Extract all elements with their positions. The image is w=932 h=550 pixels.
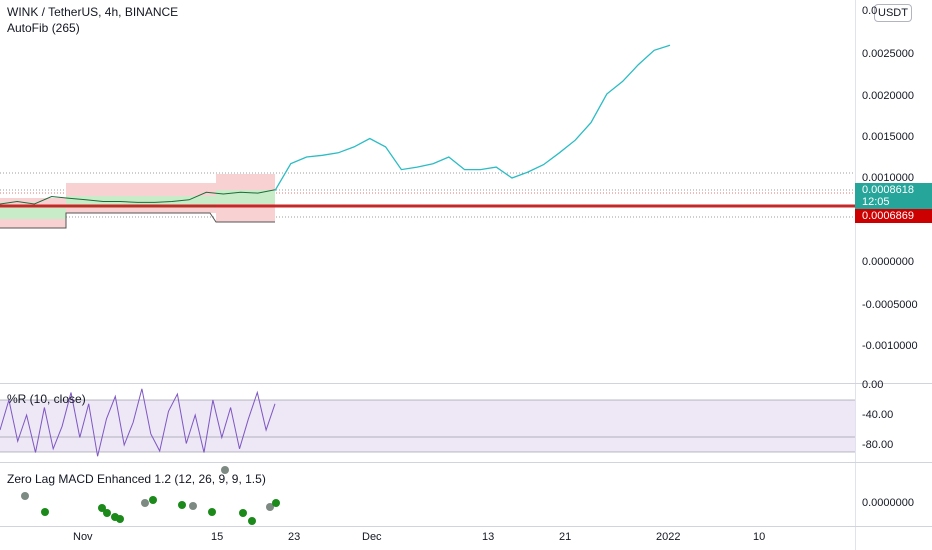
wr-pane-title[interactable]: %R (10, close) — [7, 392, 86, 406]
macd-dot — [239, 509, 247, 517]
time-axis-label: Dec — [362, 531, 382, 543]
macd-dot — [248, 517, 256, 525]
time-axis-label: Nov — [73, 531, 93, 543]
time-axis-border — [0, 526, 932, 527]
time-axis-label: 13 — [482, 531, 495, 543]
macd-dot — [272, 499, 280, 507]
macd-dot — [266, 503, 274, 511]
pane-separator[interactable] — [0, 462, 932, 463]
band-lower-edge — [0, 212, 275, 229]
macd-dot — [208, 508, 216, 516]
wr-axis-label: 0.00 — [862, 379, 884, 391]
symbol-title: WINK / TetherUS, 4h, BINANCE — [7, 5, 179, 19]
currency-button[interactable]: USDT — [874, 4, 912, 22]
wr-axis-label: -40.00 — [862, 409, 894, 421]
wr-line — [0, 388, 276, 457]
price-axis-label: 0.0025000 — [862, 48, 914, 60]
time-axis-label: 10 — [753, 531, 766, 543]
price-axis-label: 0.0 — [862, 5, 878, 17]
price-axis-label: -0.0010000 — [862, 340, 918, 352]
wr-axis-label: -80.00 — [862, 439, 894, 451]
band-green — [0, 207, 66, 219]
price-axis-label: 0.0015000 — [862, 131, 914, 143]
macd-dot — [116, 515, 124, 523]
macd-dot — [149, 496, 157, 504]
price-axis-label: 0.0000000 — [862, 256, 914, 268]
bar-countdown: 12:05 — [862, 196, 890, 208]
macd-dot — [221, 466, 229, 474]
macd-dot — [21, 492, 29, 500]
pane-separator[interactable] — [0, 383, 932, 384]
price-axis-label: 0.0020000 — [862, 90, 914, 102]
price-axis-border — [855, 0, 856, 550]
current-price-badge: 0.0008618 12:05 — [855, 183, 932, 209]
wr-band — [0, 400, 855, 452]
price-axis-label: -0.0005000 — [862, 299, 918, 311]
macd-dot — [178, 501, 186, 509]
current-price-value: 0.0008618 — [862, 184, 914, 196]
macd-axis-label: 0.0000000 — [862, 497, 914, 509]
macd-dot — [103, 509, 111, 517]
time-axis-label: 15 — [211, 531, 224, 543]
macd-dot — [189, 502, 197, 510]
chart-canvas[interactable] — [0, 0, 855, 550]
projection-line — [274, 44, 671, 191]
time-axis-label: 21 — [559, 531, 572, 543]
price-line — [0, 189, 276, 205]
macd-dot — [41, 508, 49, 516]
macd-dot — [98, 504, 106, 512]
price-axis-label: 0.0010000 — [862, 172, 914, 184]
macd-dot — [141, 499, 149, 507]
time-axis-label: 23 — [288, 531, 301, 543]
time-axis-label: 2022 — [656, 531, 681, 543]
autofib-label[interactable]: AutoFib (265) — [7, 21, 80, 35]
macd-pane-title[interactable]: Zero Lag MACD Enhanced 1.2 (12, 26, 9, 9… — [7, 472, 266, 486]
fib-line-badge: 0.0006869 — [855, 209, 932, 223]
